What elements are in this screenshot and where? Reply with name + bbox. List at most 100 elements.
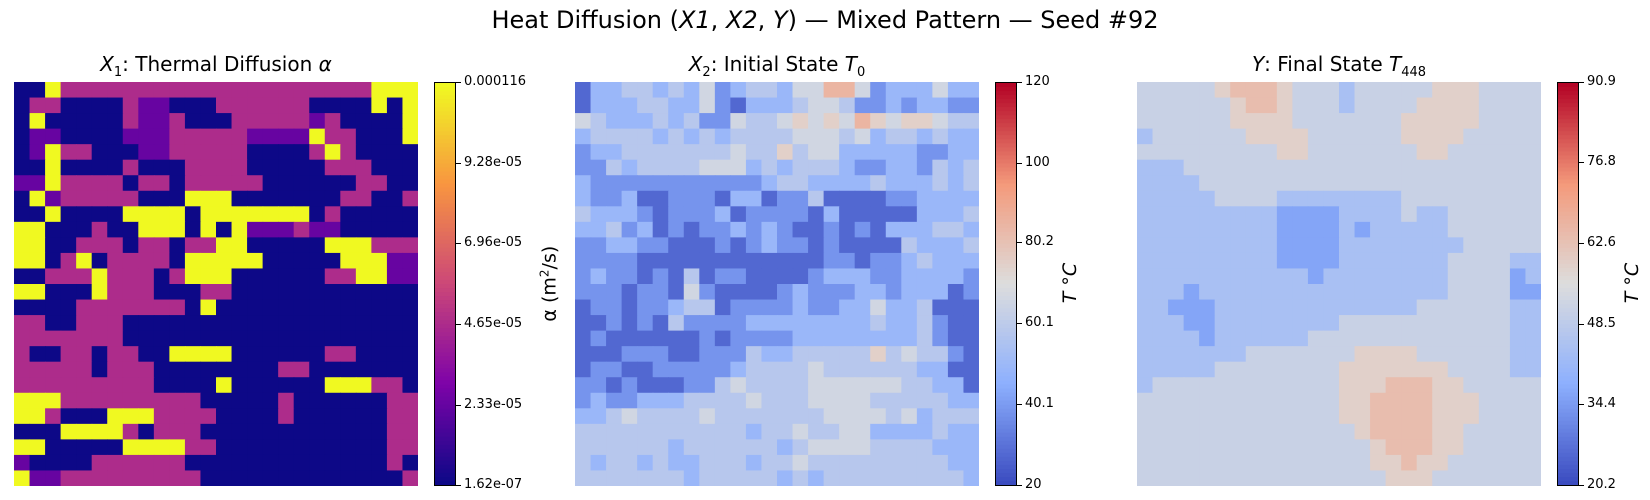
heatmap-cell xyxy=(1137,315,1154,332)
heatmap-cell xyxy=(777,454,794,472)
heatmap-cell xyxy=(107,408,124,425)
heatmap-cell xyxy=(60,408,77,425)
heatmap-cell xyxy=(153,190,170,207)
heatmap-cell xyxy=(386,113,404,130)
heatmap-cell xyxy=(1478,221,1495,238)
heatmap-cell xyxy=(1416,299,1433,316)
heatmap-cell xyxy=(386,221,404,238)
heatmap-cell xyxy=(916,159,933,176)
heatmap-cell xyxy=(1323,206,1340,223)
heatmap-cell xyxy=(231,97,248,114)
heatmap-cell xyxy=(575,299,592,316)
heatmap-cell xyxy=(371,159,388,176)
heatmap-cell xyxy=(122,252,139,270)
heatmap-cell xyxy=(371,175,388,192)
heatmap-cell xyxy=(932,82,949,99)
heatmap-cell xyxy=(652,252,669,270)
heatmap-cell xyxy=(792,408,809,425)
heatmap-cell xyxy=(1292,284,1309,301)
heatmap-cell xyxy=(1230,392,1247,409)
heatmap-cell xyxy=(122,470,139,486)
colorbar-segment xyxy=(1558,456,1578,462)
heatmap-cell xyxy=(590,206,607,223)
heatmap-cell xyxy=(278,315,295,332)
heatmap-cell xyxy=(216,159,233,176)
colorbar-tick-label: 9.28e-05 xyxy=(464,154,523,170)
heatmap-cell xyxy=(1494,284,1511,301)
heatmap-cell xyxy=(777,470,794,486)
heatmap-cell xyxy=(901,392,918,409)
heatmap-cell xyxy=(309,284,326,301)
heatmap-cell xyxy=(761,128,778,145)
heatmap-cell xyxy=(216,284,233,301)
heatmap-cell xyxy=(262,159,279,176)
heatmap-cell xyxy=(1183,454,1200,472)
heatmap-cell xyxy=(1245,330,1262,347)
heatmap-cell xyxy=(1385,361,1402,378)
heatmap-cell xyxy=(293,361,310,378)
colorbar-segment xyxy=(1558,99,1578,104)
heatmap-cell xyxy=(963,82,979,99)
heatmap-cell xyxy=(169,346,186,363)
heatmap-cell xyxy=(1509,408,1527,425)
heatmap-cell xyxy=(1339,408,1356,425)
heatmap-cell xyxy=(138,82,155,99)
heatmap-cell xyxy=(76,439,93,456)
heatmap-cell xyxy=(761,82,778,99)
heatmap-cell xyxy=(1385,268,1402,285)
heatmap-cell xyxy=(386,97,404,114)
heatmap-cell xyxy=(355,377,372,394)
heatmap-cell xyxy=(761,159,778,176)
heatmap-cell xyxy=(1447,144,1464,161)
colorbar-segment xyxy=(435,296,455,301)
heatmap-cell xyxy=(1401,144,1418,161)
heatmap-cell xyxy=(1339,377,1356,394)
colorbar-tick xyxy=(456,323,461,325)
colorbar-segment xyxy=(996,416,1016,422)
colorbar-segment xyxy=(1558,308,1578,313)
heatmap-cell xyxy=(1370,144,1387,161)
heatmap-cell xyxy=(885,128,902,145)
heatmap-cell xyxy=(153,284,170,301)
heatmap-cell xyxy=(309,377,326,394)
heatmap-cell xyxy=(1525,470,1541,486)
heatmap-cell xyxy=(885,206,902,223)
heatmap-cell xyxy=(668,252,685,270)
colorbar-segment xyxy=(996,171,1016,177)
heatmap-cell xyxy=(1276,268,1293,285)
heatmap-cell xyxy=(1525,330,1541,347)
heatmap-cell xyxy=(122,175,139,192)
colorbar-segment xyxy=(996,107,1016,112)
heatmap-cell xyxy=(1494,454,1511,472)
heatmap-cell xyxy=(122,128,139,145)
heatmap-cell xyxy=(1183,392,1200,409)
heatmap-cell xyxy=(1447,346,1464,363)
heatmap-cell xyxy=(1276,252,1293,270)
heatmap-cell xyxy=(870,330,887,347)
heatmap-cell xyxy=(216,237,233,254)
heatmap-cell xyxy=(184,113,202,130)
colorbar-segment xyxy=(1558,163,1578,168)
heatmap-cell xyxy=(745,392,763,409)
heatmap-cell xyxy=(854,82,871,99)
heatmap-cell xyxy=(901,315,918,332)
heatmap-cell xyxy=(777,346,794,363)
heatmap-cell xyxy=(91,330,108,347)
colorbar-segment xyxy=(435,480,455,485)
heatmap-cell xyxy=(947,454,965,472)
heatmap-cell xyxy=(107,268,124,285)
heatmap-cell xyxy=(45,408,62,425)
colorbar-segment xyxy=(996,123,1016,128)
heatmap-cell xyxy=(1230,144,1247,161)
heatmap-cell xyxy=(730,377,747,394)
heatmap-cell xyxy=(1370,206,1387,223)
heatmap-cell xyxy=(1292,392,1309,409)
heatmap-cell xyxy=(1354,268,1371,285)
heatmap-cell xyxy=(590,144,607,161)
heatmap-cell xyxy=(91,175,108,192)
heatmap-cell xyxy=(1261,175,1278,192)
heatmap-cell xyxy=(1354,159,1371,176)
heatmap-cell xyxy=(777,284,794,301)
heatmap-cell xyxy=(590,175,607,192)
colorbar-segment xyxy=(996,424,1016,430)
